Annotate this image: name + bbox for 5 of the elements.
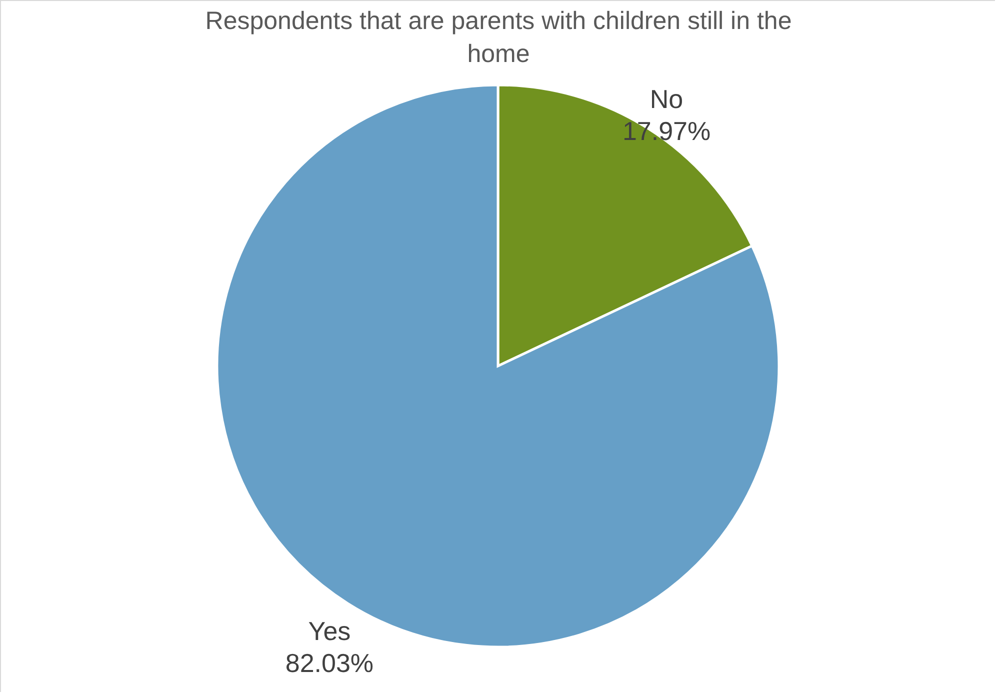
data-label: 82.03%	[285, 648, 374, 678]
chart-title: Respondents that are parents with children still in the home	[205, 7, 792, 68]
slice-label: No	[650, 84, 684, 114]
slice-label: Yes	[308, 616, 351, 646]
pie-slice	[216, 84, 780, 648]
